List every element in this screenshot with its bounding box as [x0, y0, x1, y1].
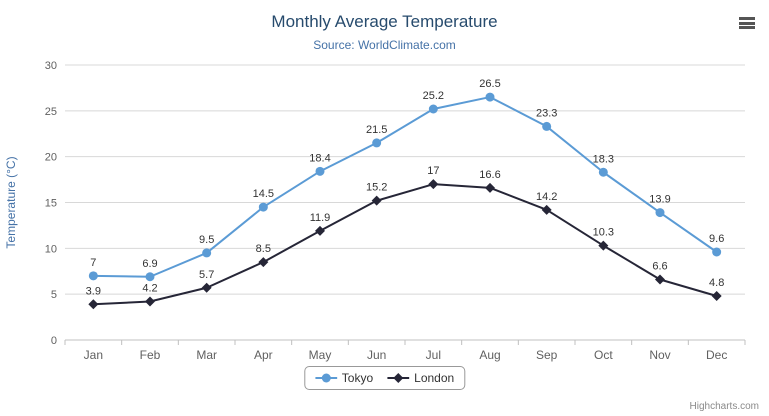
legend: Tokyo London — [303, 366, 466, 390]
x-tick-label: Jul — [426, 348, 441, 362]
marker-tokyo[interactable] — [428, 104, 438, 114]
marker-london[interactable] — [145, 296, 155, 307]
marker-tokyo[interactable] — [598, 167, 608, 177]
circle-legend-marker-icon — [314, 373, 337, 383]
series-line-london — [93, 183, 717, 306]
data-label-tokyo: 9.6 — [709, 233, 724, 245]
data-label-london: 4.2 — [142, 283, 157, 295]
data-label-tokyo: 7 — [90, 257, 96, 269]
chart-title: Monthly Average Temperature — [271, 12, 498, 31]
data-label-tokyo: 13.9 — [649, 194, 670, 206]
data-label-tokyo: 23.3 — [536, 107, 557, 119]
legend-item-london[interactable]: London — [387, 371, 454, 385]
series-line-tokyo — [93, 96, 718, 278]
y-tick-label: 10 — [45, 243, 57, 255]
marker-tokyo[interactable] — [202, 248, 212, 258]
data-label-london: 8.5 — [256, 243, 271, 255]
marker-tokyo[interactable] — [542, 121, 552, 131]
y-tick-label: 0 — [51, 335, 57, 347]
hamburger-bar — [739, 26, 755, 29]
x-tick-label: Oct — [594, 348, 613, 362]
marker-tokyo[interactable] — [712, 247, 722, 257]
data-label-london: 11.9 — [310, 212, 331, 224]
data-label-tokyo: 26.5 — [479, 78, 500, 90]
highcharts-credit[interactable]: Highcharts.com — [689, 401, 759, 412]
marker-tokyo[interactable] — [145, 272, 155, 282]
data-label-london: 5.7 — [199, 269, 214, 281]
marker-london[interactable] — [428, 179, 439, 190]
y-tick-label: 15 — [45, 198, 57, 210]
hamburger-bar — [739, 17, 755, 20]
data-label-london: 3.9 — [86, 285, 101, 297]
data-label-london: 10.3 — [593, 227, 614, 239]
x-tick-label: May — [309, 348, 332, 362]
marker-london[interactable] — [598, 240, 609, 251]
legend-item-tokyo[interactable]: Tokyo — [314, 371, 374, 385]
data-label-tokyo: 9.5 — [199, 234, 214, 246]
y-tick-label: 5 — [51, 289, 57, 301]
marker-tokyo[interactable] — [88, 271, 98, 281]
legend-label: London — [414, 371, 455, 385]
x-tick-label: Feb — [140, 348, 161, 362]
marker-london[interactable] — [485, 182, 495, 193]
data-label-london: 14.2 — [536, 191, 557, 203]
series-tokyo — [88, 92, 722, 282]
marker-tokyo[interactable] — [315, 166, 325, 176]
y-axis-title: Temperature (°C) — [4, 156, 18, 248]
marker-london[interactable] — [201, 282, 212, 293]
marker-london[interactable] — [655, 274, 665, 285]
series-london — [88, 179, 722, 310]
marker-london[interactable] — [315, 225, 325, 236]
marker-tokyo[interactable] — [258, 202, 268, 212]
data-label-tokyo: 18.3 — [593, 153, 614, 165]
data-label-london: 16.6 — [479, 169, 500, 181]
chart-subtitle: Source: WorldClimate.com — [313, 38, 456, 52]
marker-london[interactable] — [371, 195, 382, 206]
data-label-tokyo: 25.2 — [423, 90, 444, 102]
x-tick-label: Jan — [84, 348, 103, 362]
legend-label: Tokyo — [341, 371, 374, 385]
data-label-tokyo: 21.5 — [366, 124, 387, 136]
marker-london[interactable] — [88, 299, 99, 310]
marker-london[interactable] — [541, 204, 552, 215]
x-tick-label: Mar — [196, 348, 217, 362]
marker-tokyo[interactable] — [485, 92, 495, 102]
x-tick-label: Dec — [706, 348, 727, 362]
marker-tokyo[interactable] — [372, 138, 382, 148]
x-tick-label: Aug — [479, 348, 500, 362]
data-label-tokyo: 18.4 — [309, 152, 330, 164]
data-label-london: 17 — [427, 165, 439, 177]
y-tick-label: 25 — [45, 106, 57, 118]
data-label-london: 4.8 — [709, 277, 724, 289]
x-tick-label: Sep — [536, 348, 558, 362]
export-menu-icon[interactable] — [737, 15, 757, 31]
y-tick-label: 30 — [45, 60, 57, 72]
x-tick-label: Apr — [254, 348, 273, 362]
x-tick-label: Jun — [367, 348, 386, 362]
data-label-london: 15.2 — [366, 182, 387, 194]
diamond-legend-marker-icon — [387, 373, 410, 383]
data-label-tokyo: 6.9 — [142, 258, 157, 270]
marker-london[interactable] — [711, 291, 722, 301]
marker-tokyo[interactable] — [655, 208, 665, 218]
hamburger-bar — [739, 21, 755, 25]
data-label-london: 6.6 — [652, 261, 667, 273]
y-tick-label: 20 — [45, 152, 57, 164]
data-label-tokyo: 14.5 — [253, 188, 274, 200]
x-tick-label: Nov — [649, 348, 670, 362]
marker-london[interactable] — [258, 257, 269, 268]
